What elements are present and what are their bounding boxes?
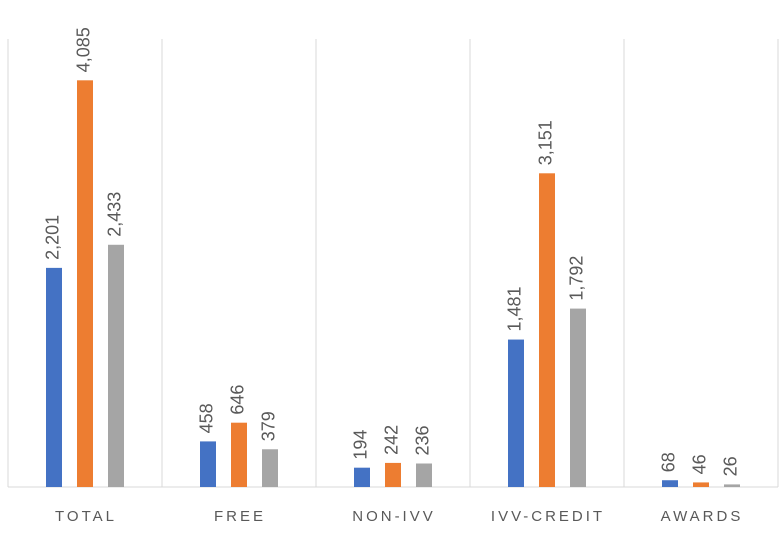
data-label: 242 bbox=[382, 425, 402, 455]
bar bbox=[416, 463, 432, 487]
bar bbox=[570, 308, 586, 487]
x-tick-label: TOTAL bbox=[55, 508, 117, 525]
data-label: 46 bbox=[690, 454, 710, 474]
data-label: 2,433 bbox=[105, 192, 125, 237]
data-label: 4,085 bbox=[74, 27, 94, 72]
data-label: 379 bbox=[259, 411, 279, 441]
data-label: 3,151 bbox=[536, 120, 556, 165]
data-label: 26 bbox=[721, 456, 741, 476]
bar bbox=[108, 244, 124, 487]
data-label: 458 bbox=[197, 403, 217, 433]
bar bbox=[46, 267, 62, 487]
bar bbox=[662, 480, 678, 487]
bar bbox=[385, 462, 401, 487]
data-label: 1,481 bbox=[505, 287, 525, 332]
data-label: 1,792 bbox=[567, 256, 587, 301]
data-label: 2,201 bbox=[43, 215, 63, 260]
bar bbox=[354, 467, 370, 487]
bar bbox=[508, 339, 524, 487]
bar bbox=[262, 449, 278, 487]
bar bbox=[724, 484, 740, 487]
data-label: 646 bbox=[228, 385, 248, 415]
bar bbox=[200, 441, 216, 487]
data-label: 68 bbox=[659, 452, 679, 472]
bar bbox=[693, 482, 709, 487]
bar bbox=[231, 422, 247, 487]
bar bbox=[539, 173, 555, 487]
x-tick-label: AWARDS bbox=[661, 508, 744, 525]
x-tick-label: IVV-CREDIT bbox=[491, 508, 605, 525]
data-label: 194 bbox=[351, 430, 371, 460]
bar bbox=[77, 80, 93, 487]
x-tick-label: FREE bbox=[214, 508, 266, 525]
x-tick-label: NON-IVV bbox=[352, 508, 436, 525]
data-label: 236 bbox=[413, 425, 433, 455]
